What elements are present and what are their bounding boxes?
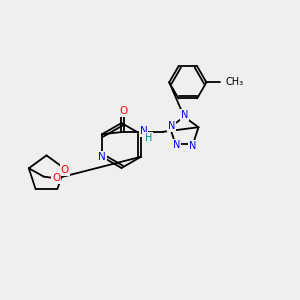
Text: N: N	[181, 110, 188, 120]
Text: H: H	[145, 133, 152, 143]
Text: N: N	[98, 152, 106, 162]
Text: CH₃: CH₃	[225, 77, 243, 87]
Text: N: N	[173, 140, 180, 150]
Text: N: N	[189, 141, 197, 151]
Text: O: O	[119, 106, 128, 116]
Text: N: N	[140, 126, 148, 136]
Text: N: N	[168, 122, 175, 131]
Text: O: O	[61, 165, 69, 175]
Text: O: O	[52, 173, 61, 183]
